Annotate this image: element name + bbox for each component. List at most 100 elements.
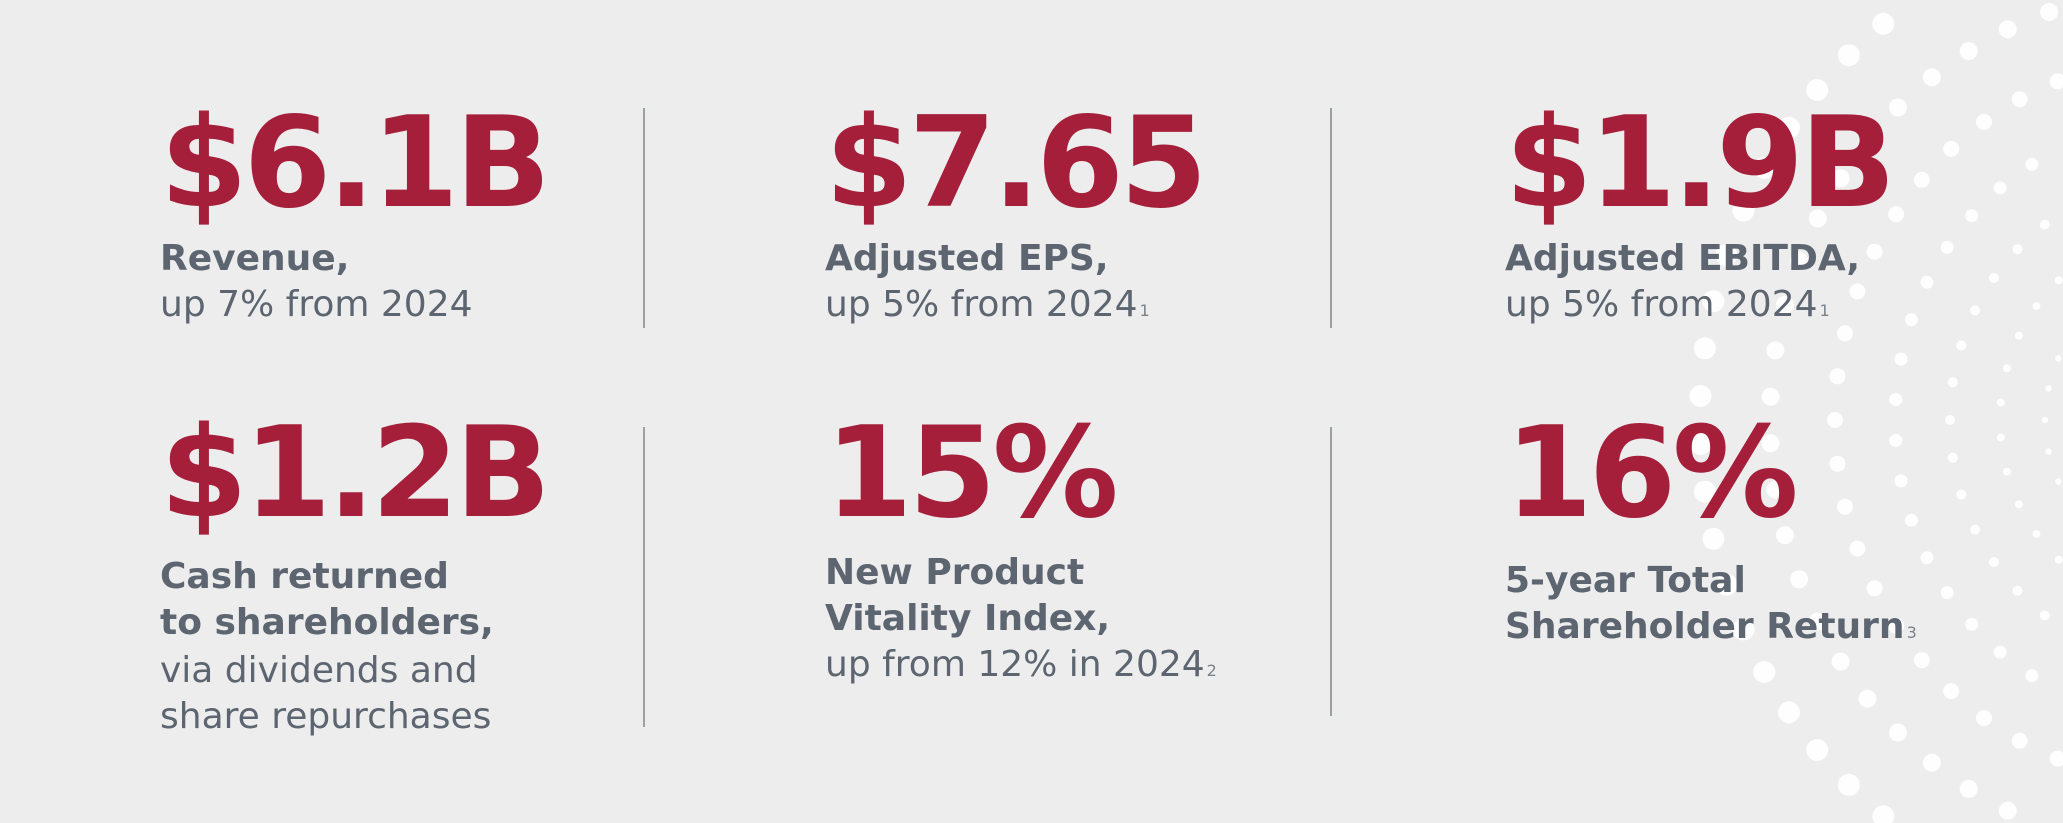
stat-label: Vitality Index, — [825, 598, 1111, 639]
decorative-dot — [1940, 240, 1954, 254]
decorative-dot — [1702, 290, 1725, 313]
stat-label: to shareholders, — [160, 602, 494, 643]
decorative-dot — [1761, 387, 1780, 406]
decorative-dot — [1998, 801, 2017, 820]
decorative-dot — [1775, 295, 1794, 314]
decorative-dot — [2011, 91, 2028, 108]
decorative-dot — [1753, 661, 1776, 683]
decorative-dot — [2002, 364, 2011, 373]
decorative-dot — [1965, 617, 1979, 631]
decorative-dot — [1894, 352, 1908, 366]
decorative-dot — [1872, 12, 1895, 35]
decorative-dot — [1849, 283, 1866, 300]
decorative-dot — [1965, 209, 1979, 223]
stat-subtext: share repurchases — [160, 696, 492, 737]
decorative-dot — [1959, 42, 1978, 61]
stat-vitality-index: 15% New Product Vitality Index, up from … — [825, 410, 1217, 688]
decorative-dot — [1866, 580, 1883, 597]
decorative-dot — [2039, 610, 2050, 621]
stat-label: Cash returned — [160, 556, 449, 597]
stat-value: $1.2B — [160, 399, 551, 546]
decorative-dot — [2014, 331, 2023, 340]
stat-subtext: up 7% from 2024 — [160, 284, 473, 325]
decorative-dot — [1831, 169, 1850, 188]
footnote-marker: 1 — [1139, 301, 1150, 320]
decorative-dot — [1947, 452, 1958, 463]
decorative-dot — [1996, 398, 2005, 407]
decorative-dot — [1766, 341, 1785, 360]
stat-adjusted-ebitda: $1.9B Adjusted EBITDA, up 5% from 2024 1 — [1505, 100, 1896, 328]
stat-subtext-text: up from 12% in 2024 — [825, 644, 1205, 685]
column-divider — [643, 108, 645, 328]
decorative-dot — [1894, 474, 1908, 488]
stat-label: 5-year Total — [1505, 560, 1746, 601]
decorative-dot — [1837, 44, 1860, 67]
decorative-dot — [2014, 500, 2023, 509]
stat-subtext-text: up 5% from 2024 — [825, 284, 1138, 325]
stat-subtext: up from 12% in 2024 2 — [825, 642, 1217, 688]
decorative-dot — [1837, 325, 1853, 342]
decorative-dot — [1693, 480, 1716, 503]
decorative-dot — [1889, 98, 1907, 117]
decorative-dot — [1831, 652, 1850, 671]
decorative-dot — [1889, 433, 1903, 447]
decorative-dot — [1976, 113, 1992, 130]
decorative-dot — [2025, 157, 2039, 171]
decorative-dot — [1702, 527, 1725, 550]
decorative-dot — [1913, 171, 1930, 188]
column-divider — [1330, 427, 1332, 716]
footnote-marker: 1 — [1819, 301, 1830, 320]
stat-subtext-text: up 5% from 2024 — [1505, 284, 1818, 325]
stat-cash-returned: $1.2B Cash returned to shareholders, via… — [160, 399, 551, 740]
decorative-dot — [1888, 206, 1905, 223]
decorative-dot — [1827, 412, 1843, 428]
decorative-dot — [1943, 683, 1960, 700]
decorative-dot — [1956, 340, 1967, 351]
decorative-dot — [2032, 529, 2041, 538]
stat-subtext: via dividends and — [160, 650, 478, 691]
decorative-dot — [1778, 701, 1800, 724]
decorative-dot — [2012, 244, 2023, 255]
decorative-dot — [1849, 540, 1866, 557]
decorative-dot — [1775, 526, 1794, 545]
decorative-dot — [1947, 377, 1958, 388]
decorative-dot — [1998, 20, 2017, 39]
decorative-dot — [1889, 723, 1907, 742]
decorative-dot — [2049, 73, 2063, 90]
decorative-dot — [1922, 753, 1941, 772]
stat-value: 16% — [1505, 399, 1799, 546]
decorative-dot — [2039, 219, 2050, 230]
decorative-dot — [1858, 689, 1877, 708]
decorative-dot — [1778, 116, 1800, 139]
decorative-dot — [1993, 645, 2007, 659]
footnote-marker: 2 — [1206, 661, 1217, 680]
decorative-dot — [1858, 132, 1877, 151]
stat-label: Adjusted EPS, — [825, 238, 1109, 279]
decorative-dot — [1732, 199, 1755, 222]
decorative-dot — [1905, 313, 1918, 327]
stat-label: Adjusted EBITDA, — [1505, 238, 1861, 279]
decorative-dot — [1959, 779, 1978, 798]
decorative-dot — [1829, 368, 1846, 385]
decorative-dot — [2054, 276, 2063, 285]
decorative-dot — [2049, 750, 2063, 767]
decorative-dot — [1866, 243, 1883, 260]
stat-value: $6.1B — [160, 89, 551, 236]
decorative-dot — [2055, 355, 2062, 362]
decorative-dot — [1753, 157, 1776, 179]
decorative-dot — [1766, 480, 1785, 499]
stat-subtext: up 5% from 2024 1 — [825, 282, 1204, 328]
decorative-dot — [1889, 393, 1903, 407]
decorative-dot — [2040, 3, 2059, 21]
decorative-dot — [1913, 652, 1930, 669]
decorative-dot — [1943, 140, 1960, 157]
stat-label: Revenue, — [160, 238, 350, 279]
footnote-marker: 3 — [1906, 623, 1917, 642]
column-divider — [643, 427, 645, 727]
decorative-dot — [1808, 612, 1827, 631]
decorative-dot — [2055, 478, 2062, 485]
decorative-dot — [1996, 433, 2005, 442]
decorative-dot — [1732, 618, 1755, 641]
decorative-dot — [1993, 181, 2007, 195]
